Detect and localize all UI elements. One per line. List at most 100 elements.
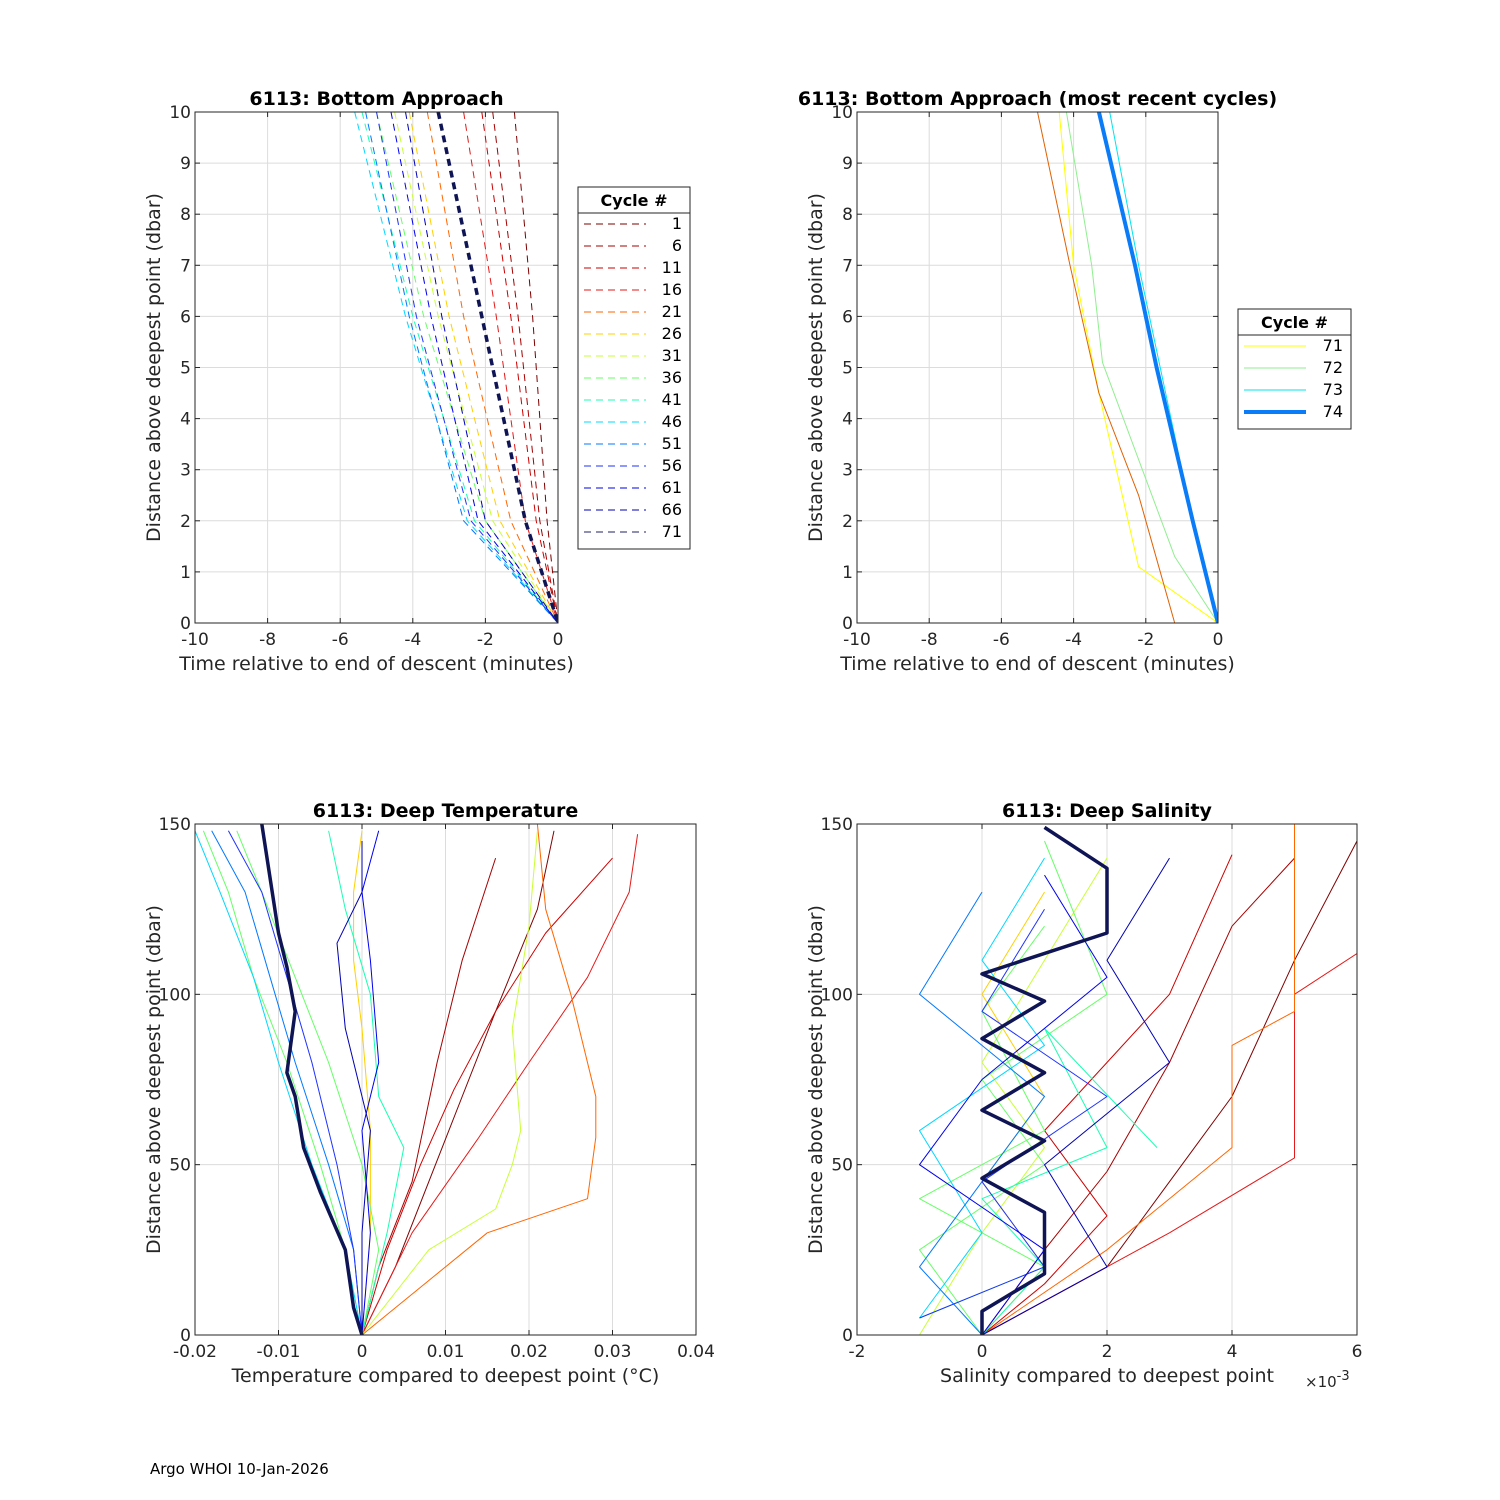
series-line-66: [405, 112, 558, 623]
x-tick-label: -6: [993, 630, 1010, 650]
series-group: [354, 112, 558, 623]
series-line-1: [513, 112, 558, 623]
legend-entry: 74: [1323, 402, 1343, 421]
legend-entry: 71: [1323, 336, 1343, 355]
y-tick-label: 7: [842, 256, 853, 276]
legend-entry: 56: [662, 456, 682, 475]
legend-entry: 36: [662, 368, 682, 387]
legend-entry: 71: [662, 522, 682, 541]
series-line-56: [376, 112, 558, 623]
legend-box: [577, 186, 691, 550]
legend-entry: 26: [662, 324, 682, 343]
series-line-c31: [361, 830, 538, 1335]
series-line-31: [394, 112, 558, 623]
y-tick-label: 0: [180, 1326, 191, 1346]
series-line-s11: [981, 854, 1233, 1335]
chart-title: 6113: Bottom Approach (most recent cycle…: [798, 88, 1277, 110]
y-tick-label: 0: [842, 1326, 853, 1346]
y-tick-label: 10: [169, 103, 191, 123]
x-tick-label: 0: [357, 1342, 368, 1362]
x-tick-label: -0.01: [257, 1342, 301, 1362]
series-line-61: [390, 112, 558, 623]
series-group: [195, 824, 639, 1335]
legend-entry: 46: [662, 412, 682, 431]
chart-title: 6113: Deep Temperature: [313, 800, 579, 822]
x-tick-label: -0.02: [173, 1342, 217, 1362]
series-line-s21: [981, 824, 1295, 1335]
series-group: [919, 824, 1357, 1335]
series-line-s71: [981, 857, 1170, 1335]
x-tick-label: -8: [259, 630, 276, 650]
series-line-extra: [1037, 112, 1218, 623]
chart-deep-temperature: -0.02 -0.01 0 0.01 0.02 0.03 0.04 0 50 100 150 6113…: [143, 800, 715, 1387]
y-tick-label: 6: [842, 307, 853, 327]
y-tick-label: 0: [842, 614, 853, 634]
series-line-c11: [361, 857, 613, 1335]
legend-entry: 1: [672, 214, 682, 233]
chart-title: 6113: Deep Salinity: [1002, 800, 1213, 822]
x-tick-label: 0: [553, 630, 564, 650]
y-axis-label: Distance above deepest point (dbar): [143, 193, 165, 542]
legend-entry: 6: [672, 236, 682, 255]
series-line-c74: [260, 824, 364, 1335]
y-tick-label: 8: [842, 205, 853, 225]
x-tick-label: -10: [843, 630, 871, 650]
series-line-s74: [980, 825, 1109, 1335]
y-tick-label: 10: [831, 103, 853, 123]
x-tick-label: 6: [1352, 1342, 1363, 1362]
series-line-26: [408, 112, 558, 623]
y-tick-label: 0: [180, 614, 191, 634]
series-line-6: [492, 112, 558, 623]
y-axis-label: Distance above deepest point (dbar): [805, 905, 827, 1254]
legend-entry: 66: [662, 500, 682, 519]
legend-title: Cycle #: [601, 191, 668, 210]
y-tick-label: 100: [821, 985, 853, 1005]
x-tick-label: -8: [921, 630, 938, 650]
y-tick-label: 5: [180, 359, 191, 379]
y-tick-label: 3: [180, 461, 191, 481]
series-line-c61: [227, 830, 363, 1335]
footer-credit: Argo WHOI 10-Jan-2026: [150, 1460, 329, 1478]
y-tick-label: 2: [180, 512, 191, 532]
x-tick-label: -10: [181, 630, 209, 650]
series-line-72: [1065, 112, 1218, 623]
series-line-c21: [361, 824, 597, 1335]
x-tick-label: 0.03: [594, 1342, 632, 1362]
legend: Cycle # 71 72 73 74: [1237, 308, 1352, 430]
x-tick-label: 0.02: [510, 1342, 548, 1362]
series-line-21: [426, 112, 558, 623]
y-tick-label: 4: [842, 410, 853, 430]
x-axis-label: Salinity compared to deepest point: [940, 1365, 1274, 1387]
y-axis-label: Distance above deepest point (dbar): [143, 905, 165, 1254]
x-tick-label: 0.01: [427, 1342, 465, 1362]
x-tick-label: -2: [849, 1342, 866, 1362]
x-tick-label: -6: [332, 630, 349, 650]
x-exponent-power: -3: [1337, 1369, 1350, 1384]
y-tick-label: 50: [831, 1156, 853, 1176]
y-tick-label: 150: [821, 815, 853, 835]
series-line-51: [365, 112, 558, 623]
legend-entry: 21: [662, 302, 682, 321]
series-line-c71: [336, 841, 371, 1335]
x-tick-label: 0.04: [677, 1342, 715, 1362]
legend-entry: 73: [1323, 380, 1343, 399]
y-tick-label: 1: [180, 563, 191, 583]
x-tick-label: -2: [1137, 630, 1154, 650]
x-tick-label: -4: [1065, 630, 1082, 650]
x-axis-label: Temperature compared to deepest point (°…: [231, 1365, 660, 1387]
series-line-s56: [919, 891, 1045, 1335]
y-tick-label: 7: [180, 256, 191, 276]
x-tick-label: 4: [1227, 1342, 1238, 1362]
legend-entry: 41: [662, 390, 682, 409]
series-line-71: [436, 112, 558, 623]
y-tick-label: 6: [180, 307, 191, 327]
x-exponent-label: ×10-3: [1305, 1369, 1350, 1391]
y-tick-label: 1: [842, 563, 853, 583]
y-tick-label: 8: [180, 205, 191, 225]
series-group: [1037, 112, 1218, 623]
series-line-c46: [328, 830, 405, 1335]
